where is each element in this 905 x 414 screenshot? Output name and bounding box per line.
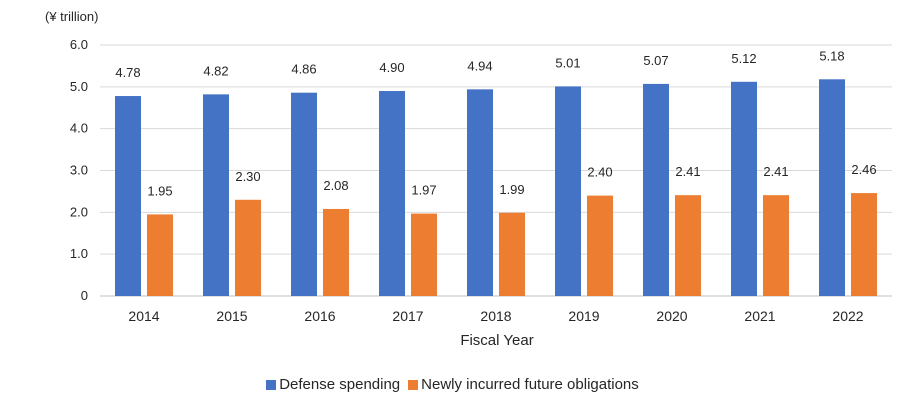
legend-swatch-obligations: [408, 379, 419, 390]
data-label-defense: 4.78: [115, 65, 140, 80]
data-label-obligations: 2.41: [763, 164, 788, 179]
gridlines: [100, 44, 892, 297]
data-label-defense: 5.07: [643, 53, 668, 68]
y-tick-label: 4.0: [70, 121, 88, 136]
bar-defense-spending: [115, 96, 141, 296]
y-tick-label: 3.0: [70, 163, 88, 178]
data-label-obligations: 2.41: [675, 164, 700, 179]
bar-future-obligations: [235, 199, 261, 296]
y-axis-ticks: 0 1.0 2.0 3.0 4.0 5.0 6.0: [70, 37, 88, 303]
x-tick-label: 2019: [568, 308, 599, 324]
bar-defense-spending: [379, 91, 405, 297]
legend-label-defense: Defense spending: [279, 376, 401, 393]
data-label-defense: 4.82: [203, 63, 228, 78]
data-label-obligations: 1.95: [147, 183, 172, 198]
bar-defense-spending: [555, 86, 581, 296]
bar-defense-spending: [291, 92, 317, 296]
bar-future-obligations: [323, 208, 349, 296]
data-label-obligations: 2.46: [851, 162, 876, 177]
legend: Defense spending Newly incurred future o…: [0, 376, 905, 393]
data-label-defense: 5.18: [819, 48, 844, 63]
x-tick-label: 2017: [392, 308, 423, 324]
bar-defense-spending: [467, 89, 493, 297]
data-label-defense: 5.12: [731, 51, 756, 66]
bar-future-obligations: [147, 214, 173, 296]
y-tick-label: 5.0: [70, 79, 88, 94]
bar-defense-spending: [203, 94, 229, 296]
y-tick-label: 0: [81, 288, 88, 303]
data-label-obligations: 2.30: [235, 169, 260, 184]
legend-swatch-defense: [266, 379, 277, 390]
x-tick-label: 2018: [480, 308, 511, 324]
unit-label: (¥ trillion): [45, 9, 99, 24]
bar-future-obligations: [763, 195, 789, 296]
x-tick-label: 2014: [128, 308, 159, 324]
x-tick-label: 2022: [832, 308, 863, 324]
data-label-obligations: 2.08: [323, 178, 348, 193]
legend-item-obligations: Newly incurred future obligations: [408, 376, 639, 393]
data-label-obligations: 1.99: [499, 182, 524, 197]
bar-future-obligations: [675, 195, 701, 296]
x-tick-label: 2016: [304, 308, 335, 324]
x-tick-label: 2020: [656, 308, 687, 324]
data-labels: 4.78 1.95 4.82 2.30 4.86 2.08 4.90 1.97 4.94 1.99…: [115, 48, 876, 198]
x-tick-label: 2015: [216, 308, 247, 324]
data-label-obligations: 2.40: [587, 165, 612, 180]
y-tick-label: 6.0: [70, 37, 88, 52]
bar-future-obligations: [851, 193, 877, 296]
data-label-defense: 5.01: [555, 55, 580, 70]
x-tick-label: 2021: [744, 308, 775, 324]
legend-item-defense: Defense spending: [266, 376, 400, 393]
bar-future-obligations: [499, 212, 525, 296]
data-label-defense: 4.90: [379, 60, 404, 75]
y-tick-label: 1.0: [70, 246, 88, 261]
bars: [115, 79, 877, 297]
bar-defense-spending: [643, 83, 669, 296]
legend-label-obligations: Newly incurred future obligations: [421, 376, 639, 393]
data-label-defense: 4.86: [291, 62, 316, 77]
bar-future-obligations: [587, 195, 613, 296]
y-tick-label: 2.0: [70, 204, 88, 219]
bar-defense-spending: [731, 81, 757, 297]
data-label-defense: 4.94: [467, 58, 492, 73]
x-axis-title: Fiscal Year: [460, 332, 533, 349]
bar-future-obligations: [411, 213, 437, 296]
bar-defense-spending: [819, 79, 845, 296]
data-label-obligations: 1.97: [411, 183, 436, 198]
x-axis-ticks: 2014 2015 2016 2017 2018 2019 2020 2021 2022: [128, 308, 863, 324]
